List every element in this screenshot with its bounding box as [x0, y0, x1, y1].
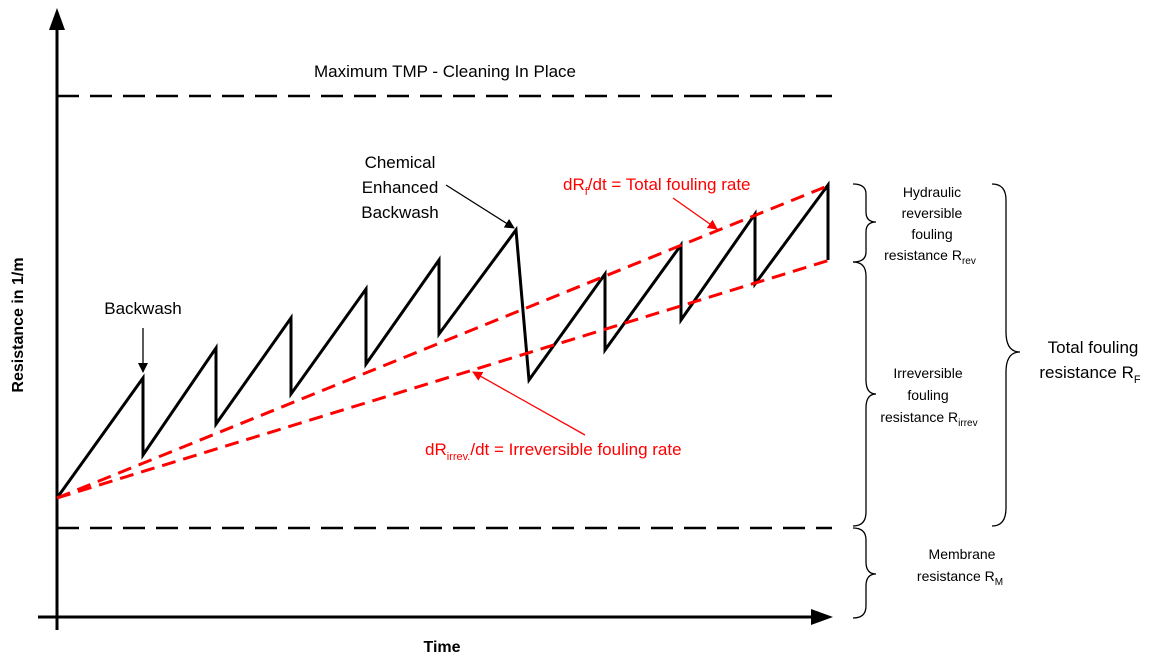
irrev-rate-arrow-icon	[472, 371, 586, 436]
ceb-label-line1: Chemical	[365, 153, 436, 172]
irrev-rate-suffix: /dt = Irreversible fouling rate	[470, 440, 681, 459]
ceb-arrow-icon	[445, 184, 515, 229]
backwash-label: Backwash	[104, 299, 181, 318]
total-label-line1: Total fouling	[1048, 338, 1139, 357]
x-axis	[38, 609, 833, 625]
irrev-label-text: resistance R	[880, 409, 958, 425]
irrev-label-line1: Irreversible	[893, 365, 962, 381]
irrev-label-subscript: irrev	[958, 418, 977, 429]
hydraulic-label-line1: Hydraulic	[903, 184, 961, 200]
irreversible-fouling-rate-label: dRirrev./dt = Irreversible fouling rate	[425, 440, 682, 463]
hydraulic-label-text: resistance R	[884, 247, 962, 263]
x-axis-arrow-icon	[811, 609, 833, 625]
membrane-label-line1: Membrane	[929, 546, 996, 562]
y-axis-label: Resistance in 1/m	[10, 257, 27, 392]
total-fouling-rate-line	[56, 183, 831, 500]
total-rate-prefix: dR	[563, 175, 585, 194]
irreversible-fouling-rate-line	[56, 258, 831, 500]
x-axis-label: Time	[423, 639, 460, 656]
membrane-label-text: resistance R	[917, 568, 995, 584]
total-fouling-rate-label: dRf/dt = Total fouling rate	[563, 175, 751, 198]
hydraulic-reversible-brace	[852, 183, 877, 263]
total-label-subscript: F	[1134, 374, 1141, 386]
y-axis-arrow-icon	[49, 8, 65, 30]
irrev-rate-prefix: dR	[425, 440, 447, 459]
membrane-label-line2: resistance RM	[917, 568, 1003, 588]
hydraulic-label-line4: resistance Rrev	[884, 247, 976, 267]
hydraulic-label-line3: fouling	[911, 226, 952, 242]
irrev-rate-subscript: irrev.	[447, 451, 471, 463]
max-tmp-label: Maximum TMP - Cleaning In Place	[314, 62, 576, 81]
ceb-label-line2: Enhanced	[362, 178, 439, 197]
total-label-line2: resistance RF	[1039, 363, 1140, 386]
ceb-label-line3: Backwash	[361, 203, 438, 222]
hydraulic-label-line2: reversible	[902, 205, 963, 221]
irreversible-brace	[852, 261, 877, 527]
total-rate-arrow-icon	[672, 197, 718, 230]
resistance-curve	[55, 180, 830, 499]
total-label-text: resistance R	[1039, 363, 1133, 382]
hydraulic-label-subscript: rev	[962, 256, 976, 267]
total-fouling-brace	[991, 183, 1021, 527]
membrane-brace	[852, 527, 877, 619]
membrane-label-subscript: M	[995, 577, 1003, 588]
y-axis	[49, 8, 65, 630]
total-rate-subscript: f	[585, 186, 589, 198]
irrev-label-line2: fouling	[907, 387, 948, 403]
total-rate-suffix: /dt = Total fouling rate	[588, 175, 751, 194]
irrev-label-line3: resistance Rirrev	[880, 409, 977, 429]
